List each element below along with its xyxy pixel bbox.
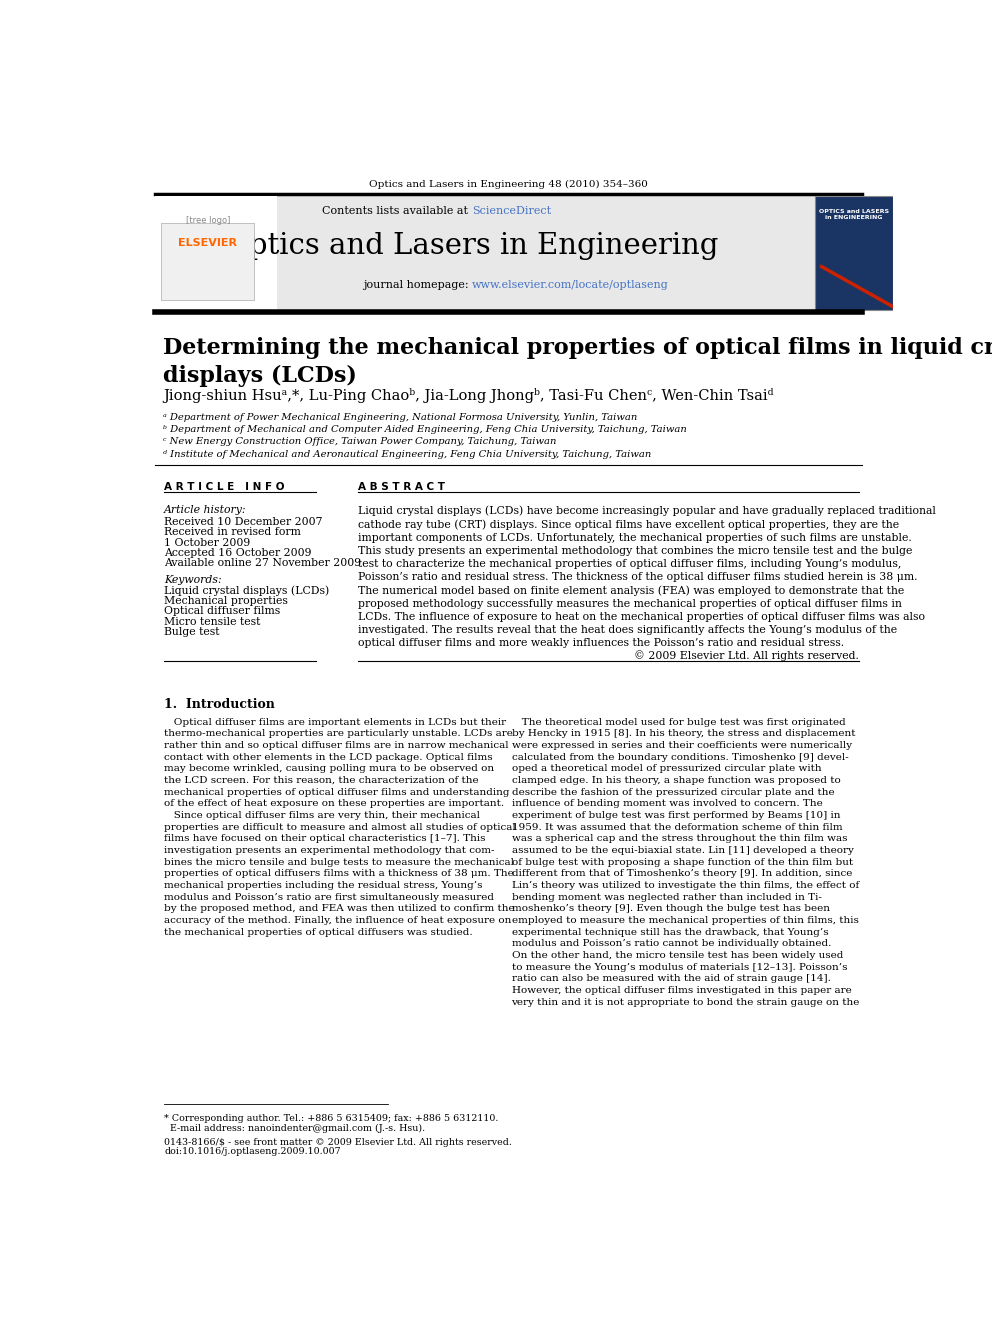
Text: 1 October 2009: 1 October 2009	[165, 537, 251, 548]
Text: Mechanical properties: Mechanical properties	[165, 595, 288, 606]
Text: Optics and Lasers in Engineering: Optics and Lasers in Engineering	[225, 232, 718, 259]
Text: Liquid crystal displays (LCDs): Liquid crystal displays (LCDs)	[165, 585, 329, 595]
Text: [tree logo]: [tree logo]	[186, 216, 230, 225]
Text: Received 10 December 2007: Received 10 December 2007	[165, 517, 322, 527]
Text: 0143-8166/$ - see front matter © 2009 Elsevier Ltd. All rights reserved.: 0143-8166/$ - see front matter © 2009 El…	[165, 1138, 512, 1147]
Text: OPTICS and LASERS
in ENGINEERING: OPTICS and LASERS in ENGINEERING	[819, 209, 889, 221]
Text: Jiong-shiun Hsuᵃ,*, Lu-Ping Chaoᵇ, Jia-Long Jhongᵇ, Tasi-Fu Chenᶜ, Wen-Chin Tsai: Jiong-shiun Hsuᵃ,*, Lu-Ping Chaoᵇ, Jia-L…	[163, 388, 773, 404]
Text: Contents lists available at: Contents lists available at	[322, 206, 472, 217]
Text: Accepted 16 October 2009: Accepted 16 October 2009	[165, 548, 311, 558]
Text: Keywords:: Keywords:	[165, 574, 222, 585]
Text: Optical diffuser films are important elements in LCDs but their
thermo-mechanica: Optical diffuser films are important ele…	[165, 718, 516, 937]
FancyBboxPatch shape	[161, 222, 254, 300]
Text: * Corresponding author. Tel.: +886 5 6315409; fax: +886 5 6312110.: * Corresponding author. Tel.: +886 5 631…	[165, 1114, 499, 1122]
Text: ᵇ Department of Mechanical and Computer Aided Engineering, Feng Chia University,: ᵇ Department of Mechanical and Computer …	[163, 425, 686, 434]
FancyBboxPatch shape	[155, 196, 815, 311]
Text: ᵈ Institute of Mechanical and Aeronautical Engineering, Feng Chia University, Ta: ᵈ Institute of Mechanical and Aeronautic…	[163, 450, 651, 459]
Text: ELSEVIER: ELSEVIER	[179, 238, 237, 249]
Text: 1.  Introduction: 1. Introduction	[165, 697, 275, 710]
Text: A R T I C L E   I N F O: A R T I C L E I N F O	[165, 482, 285, 492]
Text: doi:10.1016/j.optlaseng.2009.10.007: doi:10.1016/j.optlaseng.2009.10.007	[165, 1147, 341, 1156]
Text: ᵃ Department of Power Mechanical Engineering, National Formosa University, Yunli: ᵃ Department of Power Mechanical Enginee…	[163, 413, 637, 422]
Text: Optical diffuser films: Optical diffuser films	[165, 606, 281, 617]
Text: Bulge test: Bulge test	[165, 627, 220, 636]
Text: Available online 27 November 2009: Available online 27 November 2009	[165, 558, 361, 569]
Text: ᶜ New Energy Construction Office, Taiwan Power Company, Taichung, Taiwan: ᶜ New Energy Construction Office, Taiwan…	[163, 438, 557, 446]
Text: ScienceDirect: ScienceDirect	[472, 206, 552, 217]
Text: Determining the mechanical properties of optical films in liquid crystal
display: Determining the mechanical properties of…	[163, 337, 992, 388]
Text: journal homepage:: journal homepage:	[363, 280, 472, 291]
Text: Micro tensile test: Micro tensile test	[165, 617, 261, 627]
Text: E-mail address: nanoindenter@gmail.com (J.-s. Hsu).: E-mail address: nanoindenter@gmail.com (…	[165, 1123, 426, 1132]
Text: Article history:: Article history:	[165, 505, 247, 515]
FancyBboxPatch shape	[815, 196, 893, 311]
Text: Received in revised form: Received in revised form	[165, 527, 302, 537]
Text: A B S T R A C T: A B S T R A C T	[358, 482, 445, 492]
FancyBboxPatch shape	[155, 196, 278, 311]
Text: Liquid crystal displays (LCDs) have become increasingly popular and have gradual: Liquid crystal displays (LCDs) have beco…	[358, 505, 935, 648]
Text: Optics and Lasers in Engineering 48 (2010) 354–360: Optics and Lasers in Engineering 48 (201…	[369, 180, 648, 189]
Text: © 2009 Elsevier Ltd. All rights reserved.: © 2009 Elsevier Ltd. All rights reserved…	[634, 650, 859, 660]
Text: The theoretical model used for bulge test was first originated
by Hencky in 1915: The theoretical model used for bulge tes…	[512, 718, 860, 1007]
Text: www.elsevier.com/locate/optlaseng: www.elsevier.com/locate/optlaseng	[472, 280, 669, 291]
